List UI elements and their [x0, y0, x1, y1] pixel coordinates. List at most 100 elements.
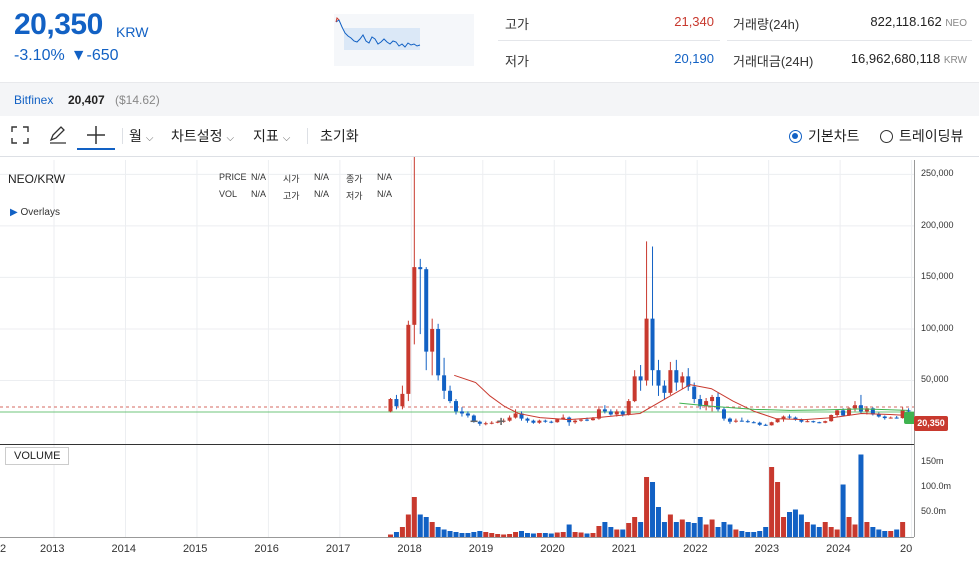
reset-button[interactable]: 초기화	[320, 128, 359, 144]
exchange-price: 20,407	[68, 93, 105, 107]
volume-bar	[584, 533, 590, 537]
candle-body	[805, 421, 810, 423]
volume-bar	[876, 529, 882, 537]
volume-bar	[387, 534, 393, 537]
triangle-right-icon: ▶	[10, 207, 18, 218]
volume-bar	[882, 531, 888, 537]
volume-bar	[614, 529, 620, 537]
volume-bar	[804, 522, 810, 537]
volume-axis-tick-label: 100.0m	[921, 481, 952, 491]
volume-bar	[417, 514, 423, 537]
zoom-out-button[interactable]: −	[470, 413, 479, 429]
volume-bar	[471, 532, 477, 537]
volume-bar	[519, 531, 525, 537]
amount-value: 16,962,680,118 KRW	[800, 51, 967, 66]
mini-chart-range	[344, 28, 420, 50]
volume-bar	[548, 533, 554, 537]
ohlc-open-label: 시가	[283, 174, 300, 184]
candle-body	[644, 318, 649, 381]
candle-body	[751, 422, 756, 424]
ohlc-price-value: N/A	[251, 172, 267, 182]
price-change: -3.10% ▼-650	[14, 47, 125, 65]
volume-bar	[757, 531, 763, 537]
volume-bar	[769, 467, 775, 537]
candle-body	[781, 416, 786, 420]
candle-body	[442, 375, 447, 391]
overlays-toggle[interactable]: ▶ Overlays	[10, 207, 60, 218]
candle-body	[817, 422, 822, 424]
volume-bar	[495, 534, 501, 537]
ticker-header: 20,350 KRW -3.10% ▼-650 고가 21,340 저가 20,1…	[0, 0, 979, 82]
volume-bar	[727, 524, 733, 537]
volume-bar	[900, 522, 906, 537]
amount-number: 16,962,680,118	[850, 51, 941, 66]
period-label: 월	[129, 128, 142, 144]
candle-body	[543, 420, 548, 422]
candle-body	[716, 396, 721, 410]
x-axis-tick-label: 2014	[111, 543, 136, 555]
mini-price-chart	[334, 14, 474, 66]
candle-body	[632, 376, 637, 402]
candle-body	[412, 267, 417, 325]
volume-bar	[542, 533, 548, 537]
volume-bar	[536, 533, 542, 537]
volume-axis-tick-label: 50.0m	[921, 506, 947, 516]
candle-body	[882, 416, 887, 419]
volume-bar	[489, 533, 495, 537]
period-dropdown[interactable]: 월 ⌵	[129, 126, 153, 146]
crosshair-icon[interactable]	[77, 122, 115, 150]
volume-bar	[530, 533, 536, 537]
volume-bar	[632, 517, 638, 537]
chevron-down-icon: ⌵	[226, 133, 235, 144]
x-axis-tick-label: 2024	[826, 543, 851, 555]
pencil-icon[interactable]	[45, 122, 71, 148]
radio-selected-icon	[789, 129, 802, 143]
ohlc-high-label: 고가	[283, 191, 300, 201]
candle-body	[864, 408, 869, 412]
candle-body	[471, 415, 476, 422]
y-axis-tick-label: 50,000	[921, 374, 949, 385]
zoom-in-button[interactable]: +	[497, 413, 506, 429]
candle-body	[757, 422, 762, 425]
ohlc-close-label: 종가	[346, 174, 363, 184]
volume-bar	[697, 517, 703, 537]
volume-bar	[792, 509, 798, 537]
candle-body	[674, 370, 679, 383]
candle-body	[424, 269, 429, 352]
candle-body	[483, 423, 488, 425]
candle-body	[710, 396, 715, 402]
candle-body	[418, 267, 423, 270]
volume-bar	[393, 532, 399, 537]
y-axis-tick-label: 100,000	[921, 322, 954, 333]
exchange-name[interactable]: Bitfinex	[14, 93, 54, 107]
volume-bar	[721, 522, 727, 537]
change-amount: ▼-650	[70, 47, 119, 64]
volume-bar	[465, 533, 471, 537]
candle-body	[507, 417, 512, 421]
volume-bar	[685, 522, 691, 537]
candle-body	[400, 393, 405, 407]
chart-settings-dropdown[interactable]: 차트설정 ⌵	[171, 126, 234, 146]
candle-body	[662, 385, 667, 393]
volume-bar	[441, 529, 447, 537]
volume-value: 822,118.162 NEO	[800, 14, 967, 29]
candle-body	[745, 421, 750, 423]
chart-settings-label: 차트설정	[171, 128, 223, 144]
pair-label: NEO/KRW	[8, 172, 66, 186]
volume-bar	[435, 527, 441, 537]
basic-chart-radio[interactable]: 기본차트	[789, 126, 860, 146]
low-label: 저가	[505, 54, 529, 69]
volume-unit: NEO	[945, 18, 967, 29]
candle-body	[787, 416, 792, 418]
candle-body	[454, 401, 458, 412]
mini-chart-line-up	[335, 17, 340, 23]
expand-icon[interactable]	[7, 122, 33, 148]
amount-label: 거래대금(24H)	[733, 54, 814, 69]
candle-body	[823, 421, 828, 423]
price-chart[interactable]	[0, 157, 979, 567]
candle-body	[841, 410, 846, 416]
exchange-bar: Bitfinex 20,407 ($14.62)	[0, 82, 979, 117]
candle-body	[513, 413, 518, 418]
indicators-dropdown[interactable]: 지표 ⌵	[253, 126, 290, 146]
tradingview-radio[interactable]: 트레이딩뷰	[880, 126, 963, 146]
